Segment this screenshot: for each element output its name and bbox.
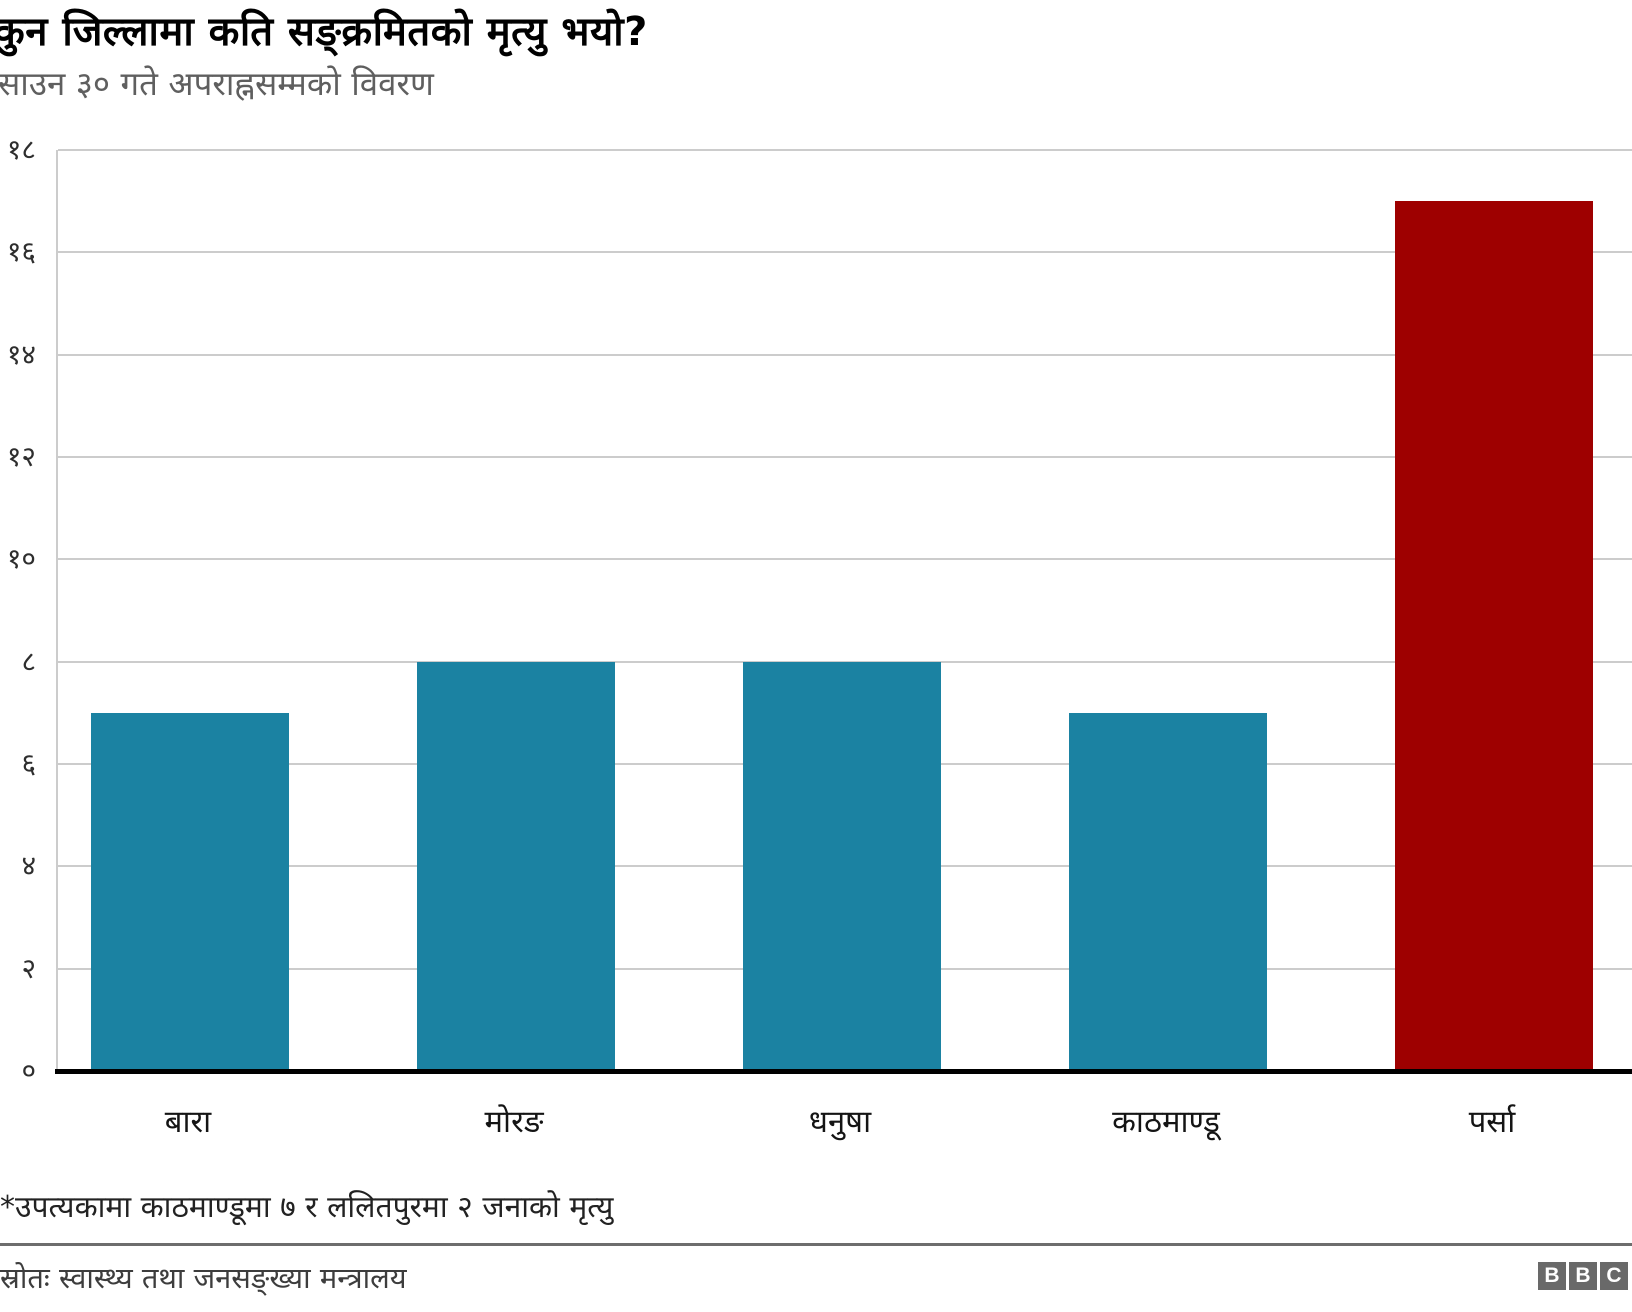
x-tick-label: काठमाण्डू [1112,1104,1220,1140]
bbc-logo: B B C [1538,1262,1628,1290]
gridline [58,353,1632,356]
chart-bar [743,661,941,1071]
chart-bar [1395,201,1593,1071]
y-tick-label: १४ [6,337,36,371]
x-axis-line [55,1069,1632,1074]
y-tick-label: ८ [21,644,36,678]
x-tick-label: पर्सा [1468,1104,1516,1140]
x-tick-label: बारा [164,1104,212,1140]
x-tick-label: धनुषा [808,1104,872,1140]
y-tick-label: २ [21,951,36,985]
bbc-logo-letter: B [1569,1262,1597,1290]
y-tick-label: ६ [21,747,36,780]
y-tick-label: १२ [6,440,36,473]
chart-bar [1069,712,1267,1071]
bbc-logo-letter: B [1538,1262,1566,1290]
gridline [58,456,1632,458]
y-tick-label: ० [21,1054,36,1087]
gridline [58,558,1632,561]
gridline [58,660,1632,663]
footer-divider [0,1243,1632,1246]
y-tick-label: १८ [6,133,36,166]
x-tick-label: मोरङ [484,1104,544,1140]
source-credit: स्रोतः स्वास्थ्य तथा जनसङ्ख्या मन्त्रालय [0,1261,407,1295]
y-tick-label: १६ [6,235,36,269]
y-tick-label: ४ [21,849,36,883]
bbc-logo-letter: C [1600,1262,1628,1290]
chart-bar [91,712,289,1071]
y-tick-label: १० [6,542,36,576]
chart-footnote: *उपत्यकामा काठमाण्डूमा ७ र ललितपुरमा २ ज… [0,1190,614,1225]
plot-area [56,149,1632,1071]
chart-bar [417,661,615,1071]
gridline [58,149,1632,151]
gridline [58,251,1632,254]
chart-subtitle: साउन ३० गते अपराह्नसम्मको विवरण [0,64,434,103]
chart-title: कुन जिल्लामा कति सङ्क्रमितको मृत्यु भयो? [0,9,648,55]
